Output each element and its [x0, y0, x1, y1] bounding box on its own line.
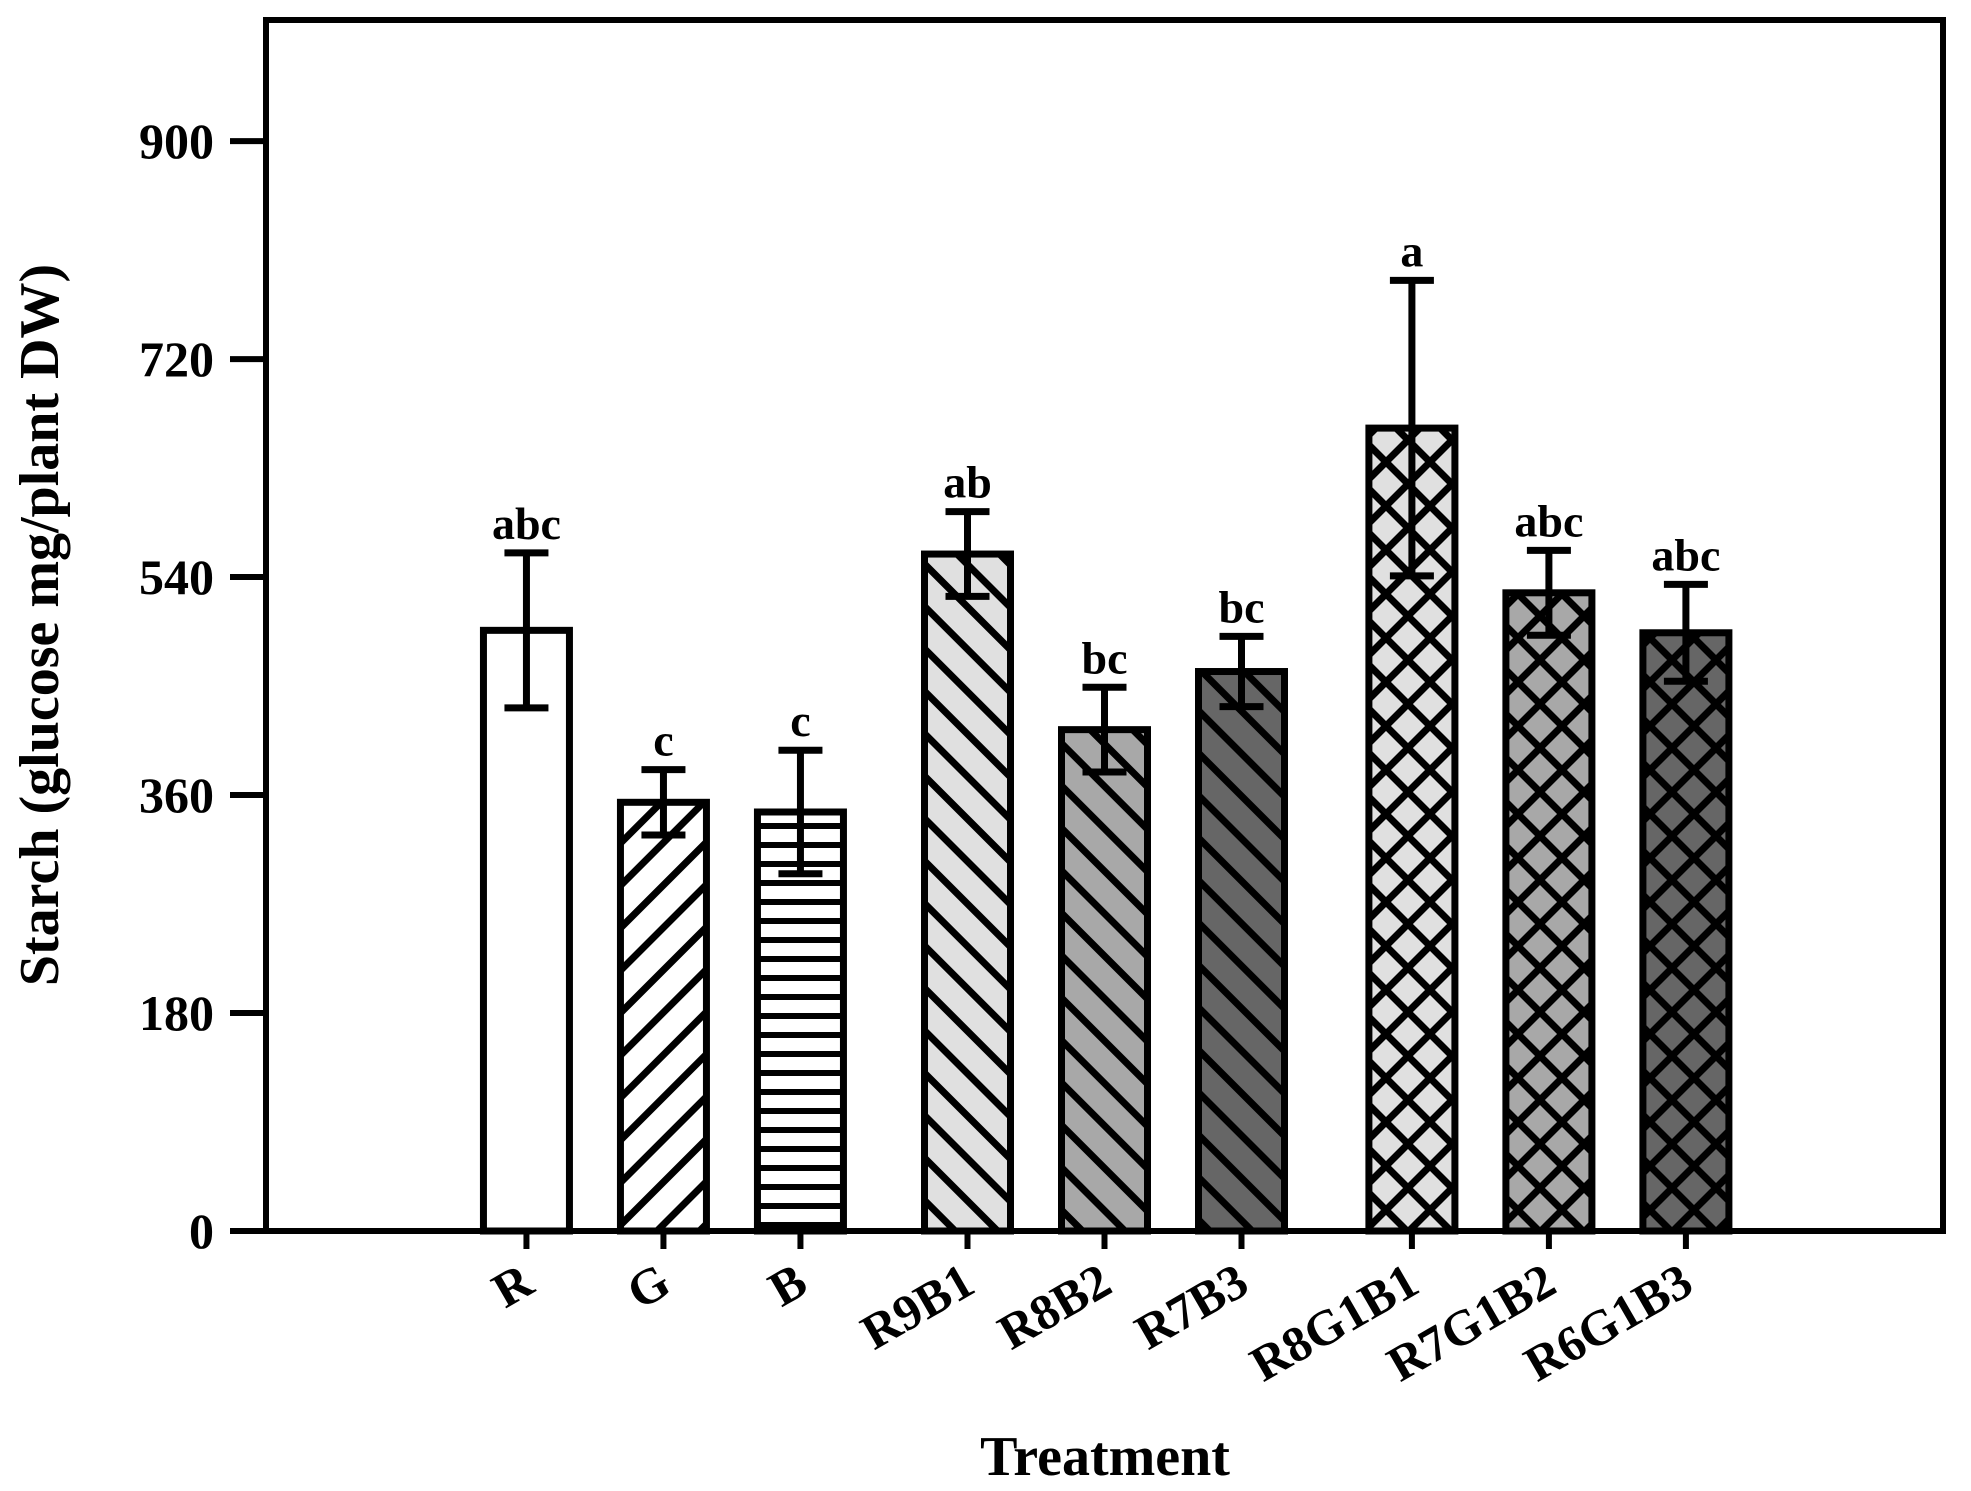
significance-label-b: c: [790, 695, 810, 746]
error-bar-b: [778, 746, 823, 878]
error-bar-r7b3: [1219, 632, 1264, 711]
y-tick-label-180: 180: [139, 985, 214, 1041]
x-tick-label-r7b3: R7B3: [1126, 1252, 1257, 1360]
bar-g: [616, 798, 710, 1235]
x-axis-title: Treatment: [980, 1426, 1230, 1488]
y-tick-label-900: 900: [139, 113, 214, 169]
error-bar-r9b1: [945, 508, 990, 600]
significance-label-r8g1b1: a: [1400, 225, 1423, 276]
y-axis-title: Starch (glucose mg/plant DW): [9, 264, 71, 986]
bar-r6g1b3: [1639, 629, 1733, 1235]
significance-label-r7g1b2: abc: [1514, 495, 1583, 546]
bar-r7g1b2: [1502, 589, 1596, 1235]
bar-r: [479, 626, 573, 1235]
x-tick-label-g: G: [617, 1252, 679, 1320]
y-tick-label-540: 540: [139, 549, 214, 605]
x-tick-label-r9b1: R9B1: [852, 1252, 983, 1360]
y-tick-label-360: 360: [139, 767, 214, 823]
y-tick-label-720: 720: [139, 331, 214, 387]
x-tick-label-r8b2: R8B2: [989, 1252, 1120, 1360]
y-tick-label-0: 0: [189, 1203, 214, 1259]
x-tick-label-r: R: [483, 1252, 543, 1319]
significance-label-r9b1: ab: [943, 457, 992, 508]
significance-label-r6g1b3: abc: [1651, 529, 1720, 580]
plot-frame: [263, 17, 1946, 1234]
error-bar-r6g1b3: [1663, 580, 1708, 685]
error-bar-r8g1b1: [1389, 276, 1434, 580]
significance-label-r7b3: bc: [1219, 581, 1265, 632]
significance-label-r: abc: [492, 498, 561, 549]
bar-r7b3: [1195, 668, 1288, 1235]
error-bar-g: [641, 766, 686, 839]
error-bar-r8b2: [1082, 683, 1127, 776]
bar-r8b2: [1058, 726, 1151, 1235]
significance-labels: abc c c ab bc bc a abc abc: [492, 225, 1720, 765]
y-axis: 0 180 360 540 720 900: [139, 113, 266, 1259]
error-bars-layer: [504, 276, 1708, 878]
error-bar-r: [504, 549, 549, 712]
error-bar-r7g1b2: [1526, 546, 1571, 639]
significance-label-r8b2: bc: [1082, 632, 1128, 683]
significance-label-g: c: [653, 715, 673, 766]
bar-r9b1: [921, 550, 1014, 1235]
x-tick-label-b: B: [759, 1252, 816, 1317]
